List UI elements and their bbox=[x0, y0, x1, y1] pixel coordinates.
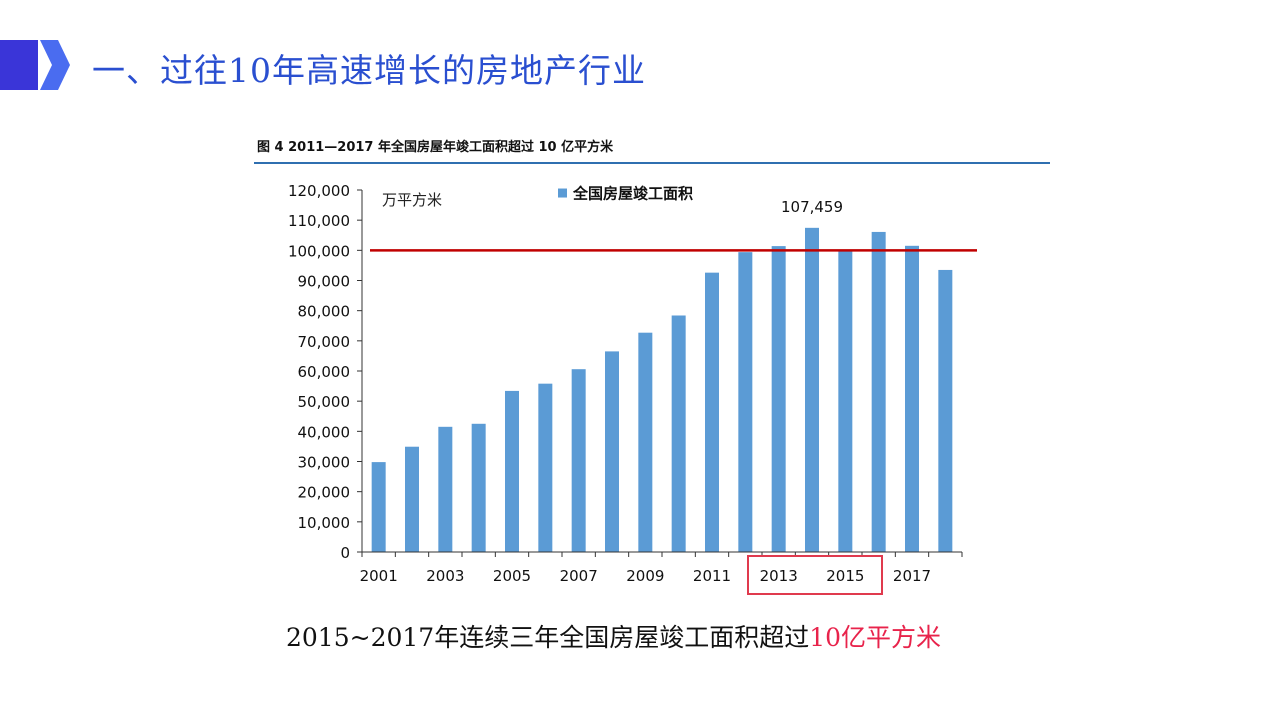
bar-2011 bbox=[705, 272, 719, 552]
figure-title-rule bbox=[254, 162, 1050, 164]
bar-2014 bbox=[805, 227, 819, 552]
y-tick-label: 50,000 bbox=[298, 393, 351, 411]
title-arrow-decoration bbox=[0, 40, 70, 90]
y-tick-label: 40,000 bbox=[298, 423, 351, 441]
y-tick-label: 90,000 bbox=[298, 273, 351, 291]
caption: 2015~2017年连续三年全国房屋竣工面积超过10亿平方米 bbox=[286, 618, 941, 654]
legend-label: 全国房屋竣工面积 bbox=[572, 185, 693, 203]
x-tick-label-2005: 2005 bbox=[493, 567, 531, 585]
bar-2006 bbox=[538, 383, 553, 552]
y-tick-label: 80,000 bbox=[298, 303, 351, 321]
bar-2002 bbox=[405, 446, 419, 552]
legend-swatch bbox=[558, 188, 567, 198]
bar-2013 bbox=[771, 246, 786, 553]
x-tick-label-2003: 2003 bbox=[426, 567, 464, 585]
unit-label: 万平方米 bbox=[382, 191, 442, 209]
bar-2015 bbox=[838, 250, 853, 552]
x-tick-label-2007: 2007 bbox=[560, 567, 598, 585]
bar-chart: 0 10,000 20,000 30,000 40,000 50,000 60,000 70,… bbox=[288, 182, 977, 585]
x-tick-label-2009: 2009 bbox=[626, 567, 664, 585]
bar-2004 bbox=[471, 423, 486, 552]
bar-2003 bbox=[438, 426, 453, 552]
bar-2010 bbox=[671, 315, 686, 552]
caption-highlight: 10亿平方米 bbox=[809, 623, 942, 652]
highlight-box-2013-2017 bbox=[747, 555, 883, 595]
y-tick-label: 70,000 bbox=[298, 333, 351, 351]
figure-title: 图 4 2011—2017 年全国房屋年竣工面积超过 10 亿平方米 bbox=[257, 140, 614, 155]
bar-2012 bbox=[738, 252, 753, 552]
x-tick-label-2001: 2001 bbox=[360, 567, 398, 585]
x-tick-label-2013: 2013 bbox=[760, 567, 798, 585]
bar-2017 bbox=[905, 245, 919, 552]
y-tick-label: 60,000 bbox=[298, 363, 351, 381]
x-tick-label-2015: 2015 bbox=[826, 567, 864, 585]
bar-2001 bbox=[371, 462, 386, 552]
y-tick-label: 0 bbox=[340, 544, 350, 562]
y-tick-label: 100,000 bbox=[288, 242, 350, 260]
y-tick-label: 10,000 bbox=[298, 514, 351, 532]
caption-text: 2015~2017年连续三年全国房屋竣工面积超过 bbox=[286, 623, 810, 652]
bar-2016 bbox=[871, 231, 886, 552]
bar-2005 bbox=[505, 390, 519, 552]
y-tick-label: 110,000 bbox=[288, 212, 350, 230]
y-tick-label: 30,000 bbox=[298, 454, 351, 472]
bar-2007 bbox=[571, 369, 586, 552]
y-tick-label: 20,000 bbox=[298, 484, 351, 502]
bar-2009 bbox=[638, 332, 653, 552]
slide-title: 一、过往10年高速增长的房地产行业 bbox=[92, 51, 646, 90]
bar-2018 bbox=[938, 269, 953, 552]
annotation-peak-value: 107,459 bbox=[781, 198, 843, 216]
x-tick-label-2017: 2017 bbox=[893, 567, 931, 585]
y-tick-label: 120,000 bbox=[288, 182, 350, 200]
bar-2008 bbox=[605, 351, 619, 552]
x-tick-label-2011: 2011 bbox=[693, 567, 731, 585]
